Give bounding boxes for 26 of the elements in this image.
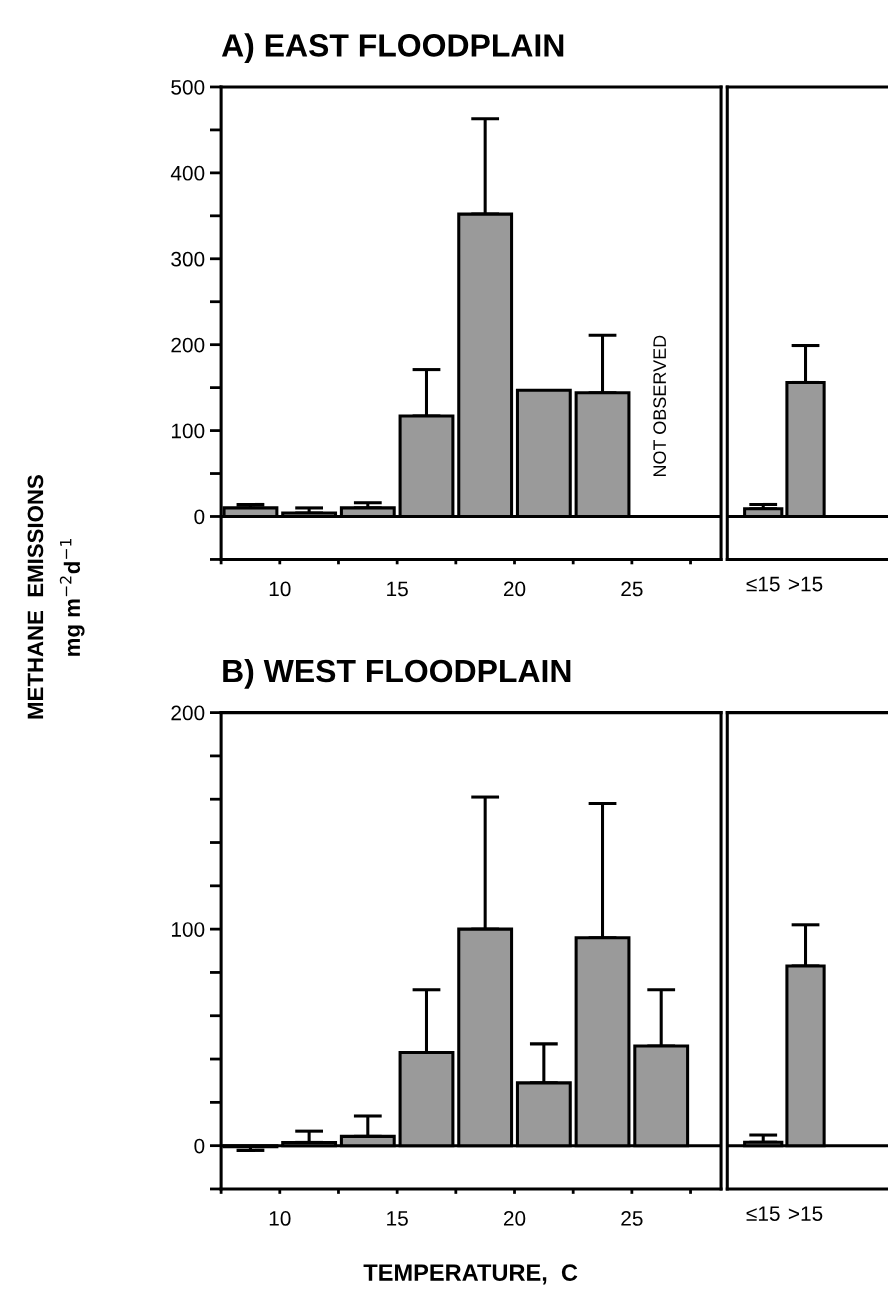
y-tick-label: 0 xyxy=(194,1138,205,1154)
y-tick-label: 100 xyxy=(171,922,205,937)
x-tick-label: 15 xyxy=(387,1211,408,1226)
chart-title: A) EAST FLOODPLAIN xyxy=(221,33,564,64)
x-axis-title: TEMPERATURE, C xyxy=(363,1264,578,1285)
y-tick-label: 100 xyxy=(171,423,205,439)
x-tick-label: 25 xyxy=(621,581,643,597)
x-tick-label: 20 xyxy=(503,1211,526,1226)
x-tick-label: 10 xyxy=(269,581,291,597)
x-tick-label: ≤15 xyxy=(746,576,780,592)
y-tick-label: 400 xyxy=(170,165,205,181)
x-tick-label: >15 xyxy=(788,576,823,592)
x-tick-label: 25 xyxy=(621,1211,643,1226)
x-tick-label: 10 xyxy=(269,1211,291,1226)
x-tick-label: ≤15 xyxy=(746,1206,780,1221)
y-tick-label: 0 xyxy=(194,509,205,525)
annotation: NOT OBSERVED xyxy=(653,335,667,477)
x-tick-label: 20 xyxy=(503,581,526,597)
y-tick-label: 300 xyxy=(171,251,205,267)
y-tick-label: 500 xyxy=(171,79,205,95)
x-tick-label: 15 xyxy=(387,581,408,597)
x-tick-label: >15 xyxy=(788,1206,823,1221)
chart-title: B) WEST FLOODPLAIN xyxy=(223,658,571,689)
y-axis-title: METHANE EMISSIONS mg m$^{−2}$d$^{−1}$ xyxy=(27,475,85,719)
y-tick-label: 200 xyxy=(171,705,205,721)
y-tick-label: 200 xyxy=(171,337,205,353)
